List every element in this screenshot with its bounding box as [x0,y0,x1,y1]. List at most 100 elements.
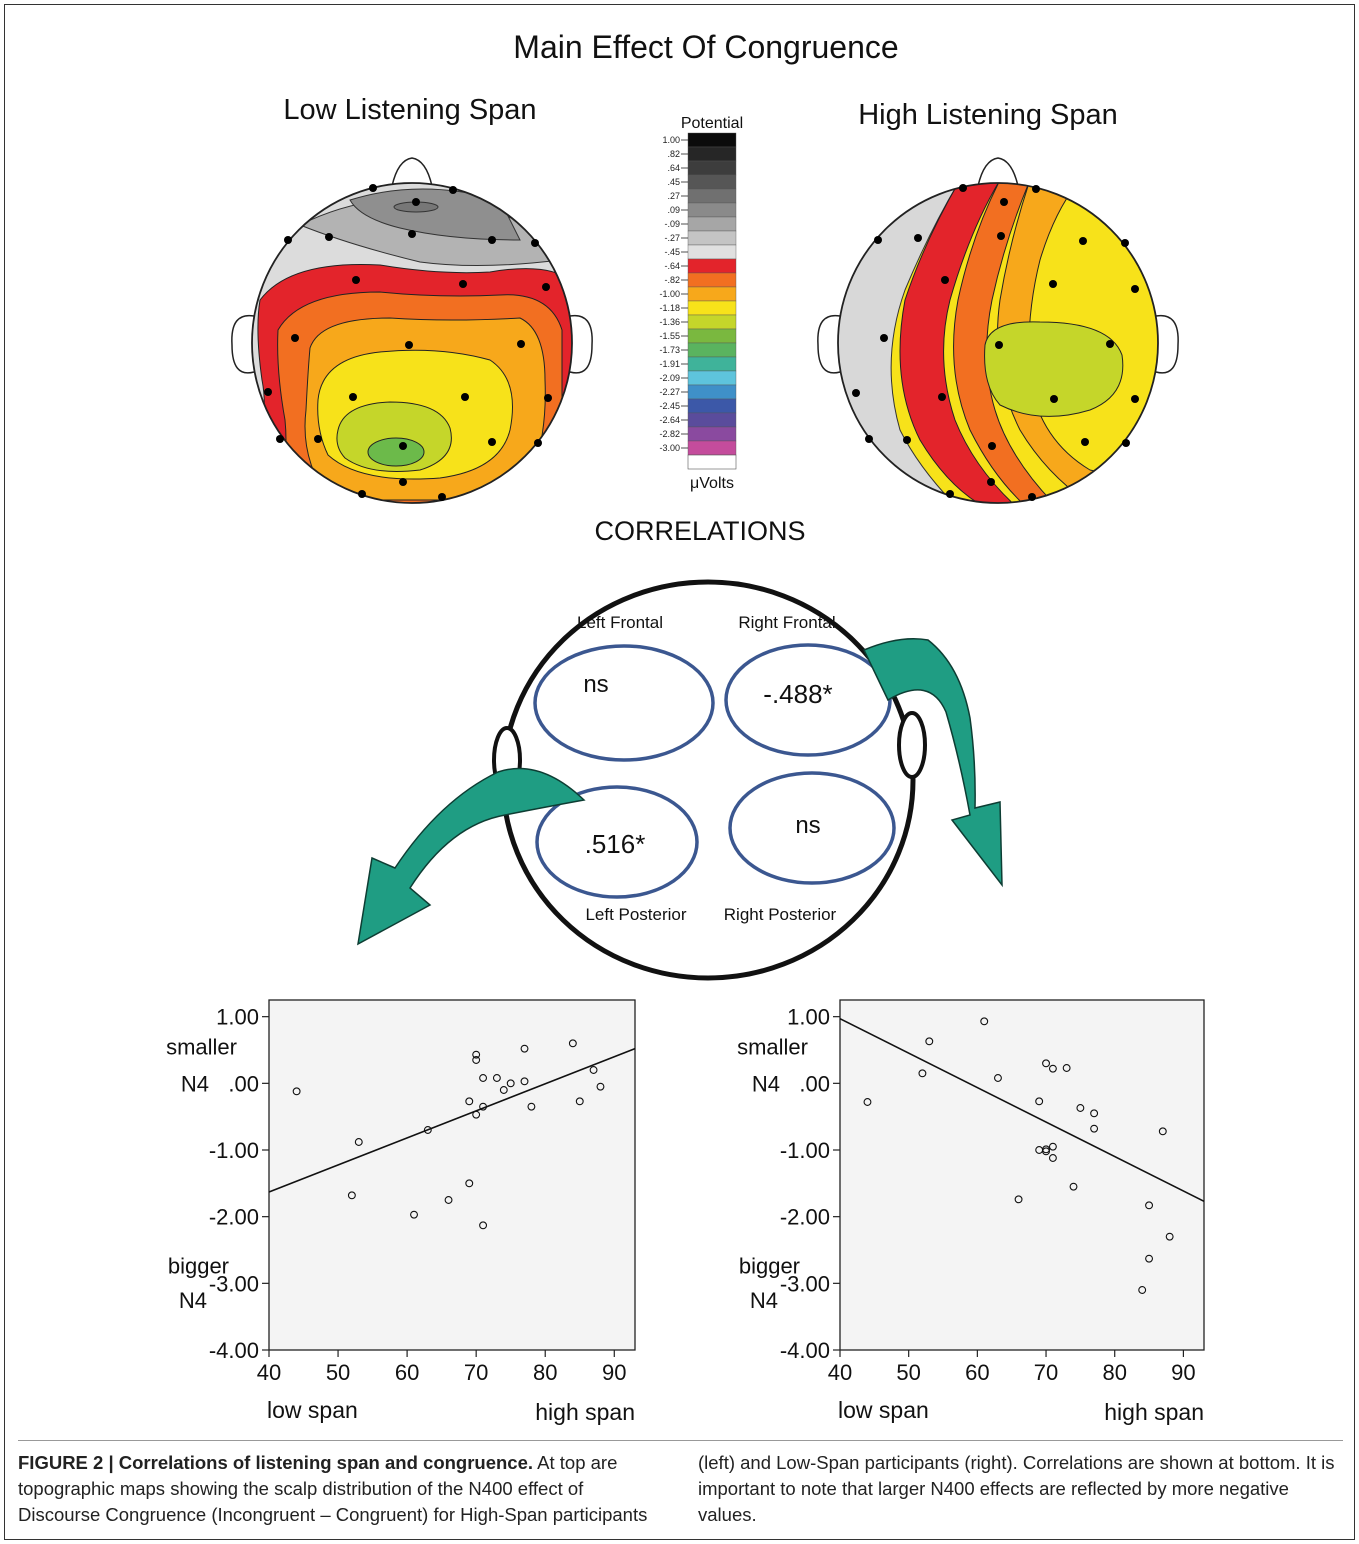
colorbar-swatch [687,356,737,372]
data-point [520,1077,529,1086]
data-point [994,1074,1002,1082]
figure-title: Main Effect Of Congruence [513,29,898,65]
x-tick-label: 70 [464,1360,488,1385]
caption-label: FIGURE 2 | Correlations of listening spa… [18,1452,534,1473]
data-point [520,1044,529,1053]
colorbar-tick-label: -3.00 [659,443,680,453]
data-point [479,1074,488,1082]
x-tick-label: 60 [965,1360,989,1385]
colorbar-tick-label: .45 [667,177,680,187]
data-point [472,1050,481,1059]
left-frontal-region [533,644,715,762]
colorbar-tick-label: -.82 [664,275,680,285]
colorbar-unit: μVolts [690,475,734,492]
data-point [568,1039,577,1048]
colorbar-tick-label: -.27 [664,233,680,243]
fit-line [839,1017,1205,1203]
x-tick-label: 90 [1171,1360,1195,1385]
colorbar-tick-label: -.64 [664,261,680,271]
x-tick-label: 60 [395,1360,419,1385]
x-low-label: low span [838,1397,929,1423]
colorbar-tick-label: .64 [667,163,680,173]
colorbar-tick-label: -1.55 [659,331,680,341]
colorbar-swatch [687,286,737,302]
data-point [1165,1232,1174,1241]
left-posterior-label: Left Posterior [585,905,686,924]
colorbar-swatch [687,314,737,330]
plot-area [268,999,636,1351]
colorbar-swatch [687,370,737,386]
annotation-smaller-n4: smaller [166,1035,237,1060]
colorbar-swatch [687,300,737,316]
y-tick-label: -3.00 [209,1271,259,1296]
colorbar-tick-label: -.45 [664,247,680,257]
data-point [1048,1064,1057,1073]
left-frontal-value: ns [583,671,608,698]
data-point [1042,1147,1050,1156]
data-point [472,1110,481,1119]
figure-canvas: Main Effect Of Congruence Low Listening … [166,29,1205,1425]
colorbar-swatch [687,328,737,344]
y-tick-label: -4.00 [209,1338,259,1363]
colorbar-tick-label: -2.82 [659,429,680,439]
y-tick-label: -2.00 [780,1205,830,1230]
low-span-scalp-map [231,157,593,504]
y-tick-label: -2.00 [209,1205,259,1230]
data-point [1158,1127,1167,1136]
data-point [1076,1104,1085,1112]
high-span-map-title: High Listening Span [858,99,1118,131]
colorbar-swatch [687,454,737,470]
data-point [499,1086,508,1094]
y-tick-label: -3.00 [780,1271,830,1296]
y-tick-label: .00 [799,1071,830,1096]
left-frontal-label: Left Frontal [577,613,663,632]
data-point [1062,1064,1071,1072]
colorbar-swatch [687,216,737,232]
colorbar-tick-label: -2.64 [659,415,680,425]
annotation-bigger-n4: bigger [168,1253,229,1278]
data-point [1145,1254,1154,1263]
colorbar-tick-label: 1.00 [662,135,680,145]
colorbar-swatch [687,202,737,218]
data-point [1145,1201,1154,1210]
annotation-bigger-n4: bigger [739,1253,800,1278]
data-point [492,1074,501,1082]
left-posterior-value: .516* [585,829,646,859]
y-tick-label: .00 [228,1071,259,1096]
colorbar-tick-label: .82 [667,149,680,159]
colorbar-tick-label: -2.09 [659,373,680,383]
right-frontal-value: -.488* [763,679,832,709]
y-tick-label: -1.00 [209,1138,259,1163]
data-point [527,1102,536,1111]
data-point [1035,1097,1044,1106]
colorbar-swatch [687,146,737,162]
left-curved-arrow [357,767,586,946]
data-point [292,1087,301,1096]
y-tick-label: -1.00 [780,1138,830,1163]
colorbar-swatch [687,384,737,400]
data-point [410,1210,418,1219]
plot-area [839,999,1205,1351]
colorbar-tick-label: -1.91 [659,359,680,369]
right-frontal-label: Right Frontal [738,613,835,632]
right-posterior-label: Right Posterior [724,905,837,924]
data-point [479,1102,488,1111]
x-tick-label: 80 [1102,1360,1126,1385]
data-point [1014,1195,1023,1204]
right-curved-arrow [862,638,1003,888]
data-point [354,1138,363,1146]
colorbar-tick-label: -2.27 [659,387,680,397]
colorbar-tick-label: -1.18 [659,303,680,313]
right-posterior-value: ns [795,812,820,839]
colorbar: 1.00 .82 .64 .45 .27 .09 -.09 -.27 -.45 -.64 -.82 -… [659,132,737,470]
colorbar-swatch [687,398,737,414]
data-point [1042,1059,1050,1068]
correlations-title: CORRELATIONS [594,516,805,546]
data-point [465,1097,474,1106]
data-point [479,1221,488,1230]
colorbar-swatch [687,440,737,456]
data-point [1069,1182,1078,1191]
data-point [423,1126,432,1134]
right-ear-outline [897,711,927,779]
